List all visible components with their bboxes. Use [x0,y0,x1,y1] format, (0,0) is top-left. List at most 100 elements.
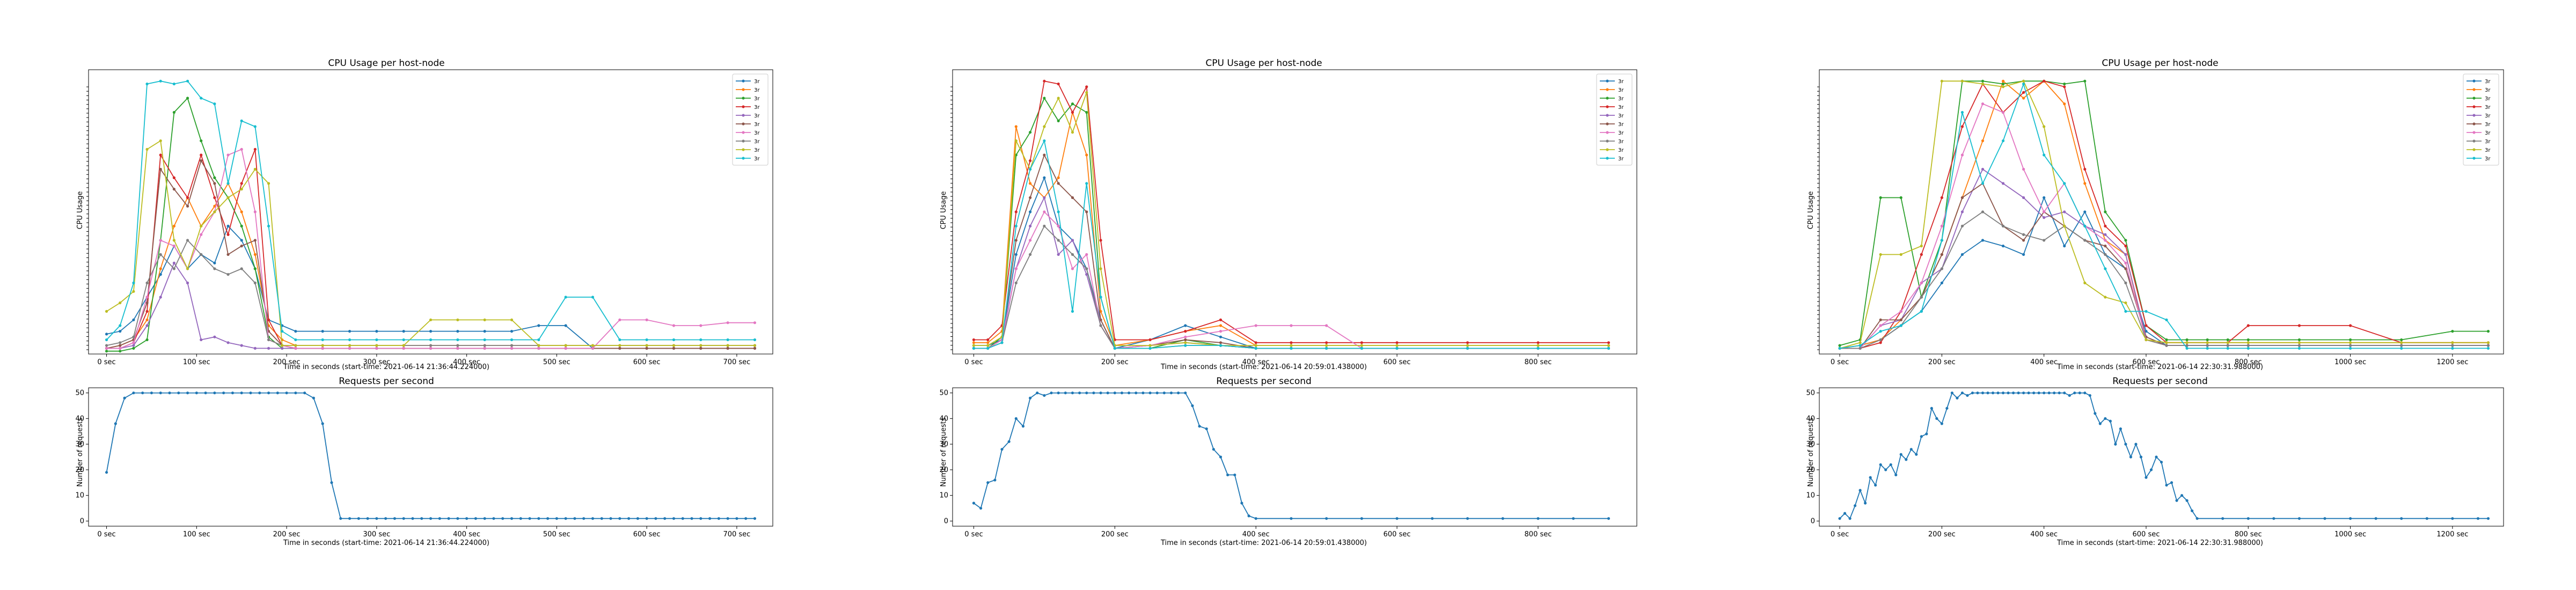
data-point [186,267,189,270]
data-point [2185,338,2189,342]
data-point [226,233,230,236]
data-point [672,338,676,342]
data-point [726,346,729,350]
data-point [1290,344,1293,347]
data-point [2043,391,2046,395]
data-point [2124,245,2127,248]
data-point [1874,483,1877,487]
data-point [2022,79,2025,83]
data-point [2063,391,2066,395]
data-point [1028,239,1032,242]
data-point [438,517,441,520]
data-point [1607,344,1611,347]
data-point [1085,110,1088,114]
data-point [510,346,514,350]
data-point [1920,281,1923,285]
data-point [226,341,230,344]
legend-label: 3r [2485,87,2491,93]
data-point [1226,473,1230,477]
cpu-chart-axes [88,69,773,355]
data-point [573,517,576,520]
data-point [200,253,203,256]
data-point [1899,253,1902,256]
data-point [145,148,149,151]
x-tick-label: 600 sec [633,530,661,539]
data-point [2246,344,2250,347]
data-point [2425,517,2428,520]
data-point [348,344,352,347]
data-point [1099,296,1102,299]
data-point [240,182,243,185]
data-point [609,517,612,520]
x-tick-label: 200 sec [273,358,301,366]
x-tick-label: 400 sec [2030,530,2058,539]
data-point [429,338,433,342]
data-point [591,346,595,350]
data-point [2007,391,2010,395]
data-point [159,167,162,171]
data-point [119,346,122,350]
x-tick-label: 0 sec [97,530,115,539]
data-point [2129,455,2133,459]
legend-label: 3r [1618,87,1624,93]
data-point [618,344,621,347]
data-point [2053,391,2056,395]
data-point [2022,196,2025,200]
data-point [1899,324,1902,327]
x-tick-label: 400 sec [453,530,480,539]
data-point [1085,153,1088,157]
panel-2: CPU Usage per host-node CPU Usage Time i… [939,58,1637,547]
data-point [2063,102,2066,106]
data-point [2400,338,2403,342]
requests-chart-ylabel: Number of requests [1807,417,1815,486]
data-point [1290,346,1293,350]
x-tick-label: 600 sec [2133,530,2160,539]
data-point [119,330,122,333]
data-point [2165,344,2168,347]
data-point [2226,338,2229,342]
data-point [564,346,567,350]
series-line [1839,80,2489,346]
data-point [145,281,149,285]
cpu-chart-legend: 3r 3r 3r 3r 3r 3r 3r 3r 3r 3r [1596,73,1633,166]
data-point [2083,167,2087,171]
data-point [1057,210,1060,213]
data-point [972,341,976,344]
data-point [1899,196,1902,200]
data-point [1395,341,1399,344]
y-tick-label: 50 [1806,389,1815,397]
data-point [2078,391,2081,395]
y-tick-label: 30 [939,440,948,448]
cpu-chart-axes [952,69,1637,355]
legend-label: 3r [1618,79,1624,85]
data-point [2246,338,2250,342]
data-point [1360,344,1363,347]
data-point [2001,110,2005,114]
data-point [1240,502,1243,505]
data-point [1466,346,1469,350]
data-point [2165,341,2168,344]
data-point [240,119,243,122]
data-point [537,346,540,350]
data-point [2400,341,2403,344]
data-point [420,517,423,520]
requests-chart-xlabel: Time in seconds (start-time: 2021-06-14 … [2057,539,2263,547]
data-point [1177,391,1180,395]
x-tick-label: 0 sec [1831,358,1849,366]
data-point [1120,391,1124,395]
y-tick-label: 40 [939,415,948,423]
legend-marker [1606,157,1609,160]
legend-label: 3r [754,156,760,162]
data-point [1085,85,1088,88]
data-point [2083,224,2087,228]
data-point [1607,517,1611,520]
data-point [2022,91,2025,94]
data-point [1981,182,1985,185]
x-tick-label: 400 sec [1242,530,1270,539]
data-point [2043,79,2046,83]
data-point [699,338,702,342]
legend-label: 3r [754,96,760,102]
data-point [357,517,360,520]
data-point [145,338,149,342]
